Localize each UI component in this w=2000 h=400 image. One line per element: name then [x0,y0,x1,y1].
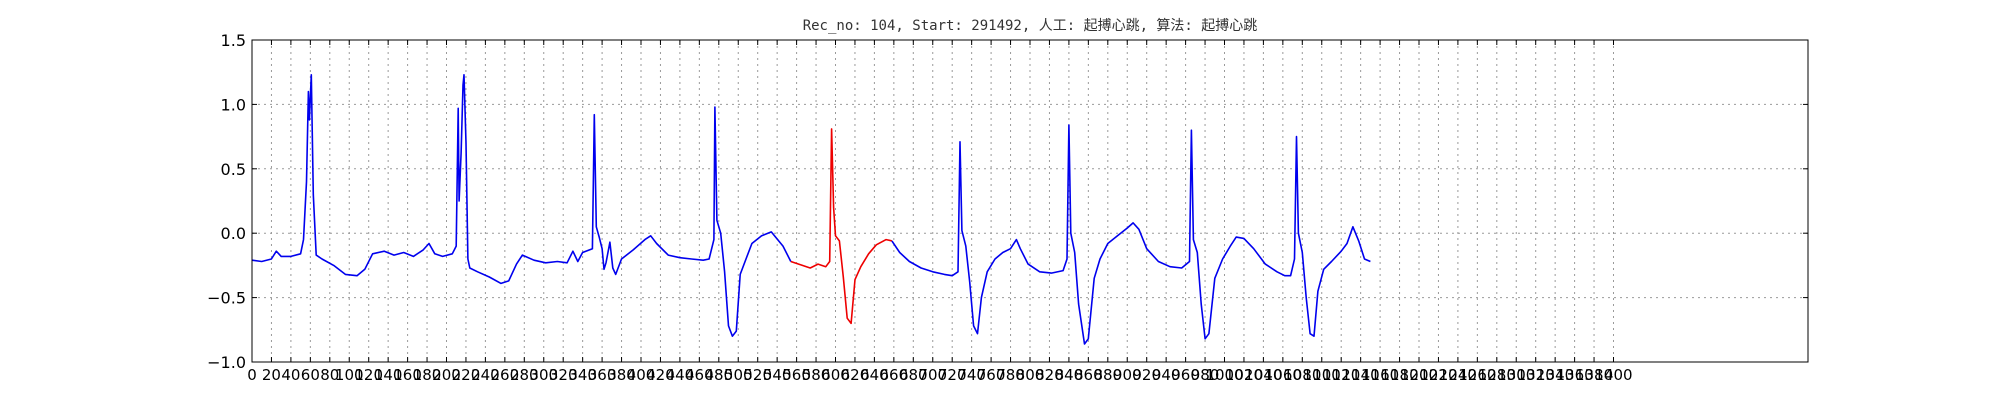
x-tick-label: 320 [549,366,578,384]
x-tick-label: 640 [860,366,889,384]
ecg-highlight-segment [790,128,893,325]
x-tick-label: 1180 [1380,366,1418,384]
x-tick-label: 480 [704,366,733,384]
x-tick-label: 500 [724,366,753,384]
x-tick-label: 680 [899,366,928,384]
x-tick-label: 120 [354,366,383,384]
x-tick-label: 300 [529,366,558,384]
x-tick-label: 1380 [1575,366,1613,384]
x-tick-label: 720 [938,366,967,384]
x-tick-label: 1120 [1322,366,1360,384]
x-tick-label: 40 [281,366,300,384]
x-tick-label: 1300 [1497,366,1535,384]
x-tick-label: 520 [743,366,772,384]
ecg-trace-segment [251,74,792,337]
x-tick-label: 800 [1016,366,1045,384]
x-tick-label: 240 [471,366,500,384]
x-tick-label: 700 [918,366,947,384]
x-tick-label: 440 [666,366,695,384]
ecg-trace-segment [891,124,1371,345]
y-tick-label: −1.0 [207,353,246,372]
x-tick-label: 280 [510,366,539,384]
x-tick-label: 940 [1152,366,1181,384]
x-tick-label: 420 [646,366,675,384]
x-tick-label: 860 [1074,366,1103,384]
grid-lines [251,39,1808,363]
x-tick-label: 200 [432,366,461,384]
x-tick-label: 1160 [1361,366,1399,384]
x-tick-label: 740 [957,366,986,384]
plot-frame [251,39,1809,363]
x-tick-label: 920 [1132,366,1161,384]
x-tick-label: 1280 [1478,366,1516,384]
x-tick-label: 960 [1171,366,1200,384]
y-tick-label: 0.0 [221,224,246,243]
x-tick-label: 360 [588,366,617,384]
y-tick-label: 0.5 [221,160,246,179]
x-tick-label: 60 [301,366,320,384]
x-tick-label: 1240 [1439,366,1477,384]
x-tick-label: 20 [262,366,281,384]
x-tick-label: 1000 [1205,366,1243,384]
x-tick-label: 1360 [1556,366,1594,384]
x-tick-label: 460 [685,366,714,384]
x-tick-label: 1260 [1458,366,1496,384]
x-tick-label: 0 [247,366,257,384]
x-tick-label: 1340 [1536,366,1574,384]
y-tick-label: 1.0 [221,95,246,114]
x-tick-label: 900 [1113,366,1142,384]
x-tick-label: 1400 [1594,366,1632,384]
x-tick-label: 660 [880,366,909,384]
x-tick-label: 340 [568,366,597,384]
x-tick-label: 1200 [1400,366,1438,384]
x-tick-label: 1140 [1342,366,1380,384]
x-tick-label: 180 [413,366,442,384]
x-tick-label: 820 [1035,366,1064,384]
ecg-series-layer [251,74,1371,345]
x-tick-label: 380 [607,366,636,384]
y-tick-label: 1.5 [221,31,246,50]
x-tick-label: 780 [996,366,1025,384]
x-axis-ticks: 0 20 40 60 801001201401601802002202402602803… [247,366,1632,384]
x-tick-label: 580 [802,366,831,384]
x-tick-label: 260 [491,366,520,384]
x-tick-label: 760 [977,366,1006,384]
x-tick-label: 400 [627,366,656,384]
chart-title: Rec_no: 104, Start: 291492, 人工: 起搏心跳, 算法… [803,17,1258,34]
x-tick-label: 220 [452,366,481,384]
x-tick-label: 140 [374,366,403,384]
x-tick-label: 1060 [1264,366,1302,384]
x-tick-label: 1220 [1419,366,1457,384]
x-tick-label: 1040 [1244,366,1282,384]
x-tick-label: 1320 [1517,366,1555,384]
x-tick-label: 100 [335,366,364,384]
x-tick-label: 80 [320,366,339,384]
x-tick-label: 600 [821,366,850,384]
x-tick-label: 1080 [1283,366,1321,384]
x-tick-label: 560 [782,366,811,384]
x-tick-label: 620 [841,366,870,384]
x-tick-label: 1100 [1303,366,1341,384]
y-tick-label: −0.5 [207,289,246,308]
x-tick-label: 880 [1093,366,1122,384]
x-tick-label: 980 [1191,366,1220,384]
x-tick-label: 1020 [1225,366,1263,384]
x-tick-label: 540 [763,366,792,384]
x-tick-label: 160 [393,366,422,384]
x-tick-label: 840 [1055,366,1084,384]
y-axis-ticks: 1.5 1.0 0.5 0.0 −0.5 −1.0 [207,31,246,372]
